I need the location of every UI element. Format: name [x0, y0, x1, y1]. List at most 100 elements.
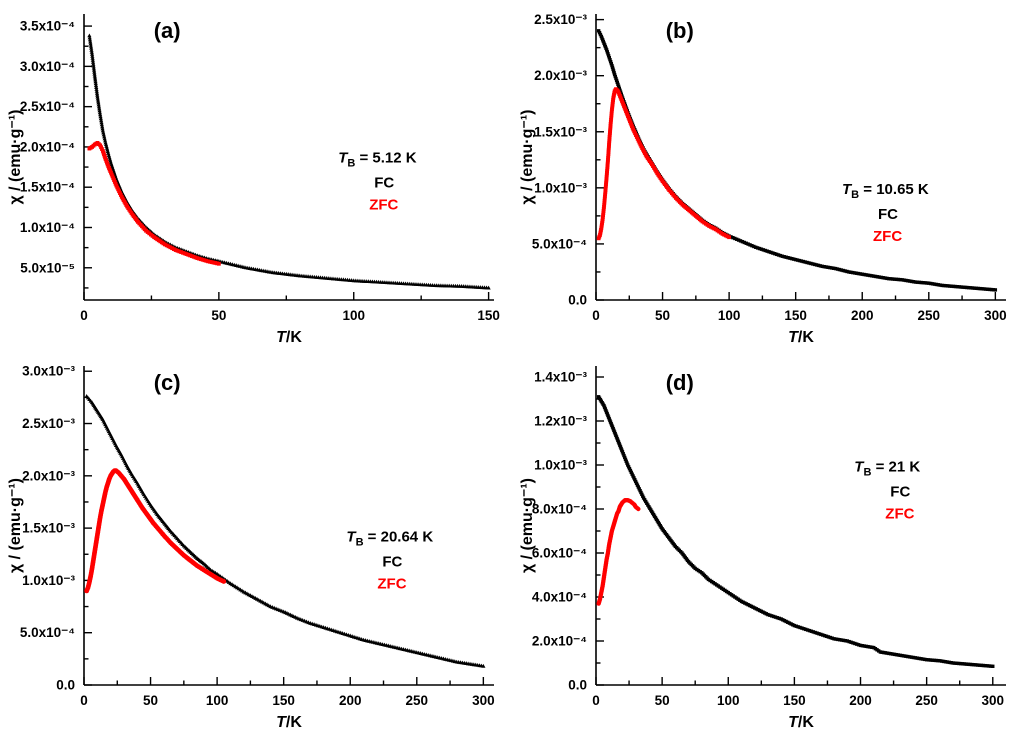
svg-text:2.5x10⁻³: 2.5x10⁻³: [534, 12, 587, 27]
axes: [83, 14, 494, 301]
svg-text:1.4x10⁻³: 1.4x10⁻³: [534, 370, 587, 385]
svg-text:8.0x10⁻⁴: 8.0x10⁻⁴: [532, 502, 587, 517]
svg-text:50: 50: [211, 308, 226, 323]
svg-text:3.0x10⁻³: 3.0x10⁻³: [22, 364, 75, 379]
panel-d: 0 50 100 150 200 250 300 0.0 2.0x10⁻⁴ 4.0x10⁻⁴ 6.0…: [512, 352, 1024, 737]
svg-text:2.0x10⁻⁴: 2.0x10⁻⁴: [532, 634, 587, 649]
panel-letter: (a): [154, 18, 181, 43]
blocking-temperature-label: TB = 21 K: [854, 458, 920, 478]
zfc-series: [596, 87, 732, 241]
x-axis-label: T/K: [788, 329, 814, 346]
svg-text:1.0x10⁻³: 1.0x10⁻³: [22, 573, 75, 588]
svg-text:5.0x10⁻⁴: 5.0x10⁻⁴: [532, 236, 587, 251]
tick-marks: [83, 370, 485, 686]
blocking-temperature-label: TB = 10.65 K: [842, 181, 929, 201]
x-axis-label: T/K: [276, 714, 302, 731]
svg-text:1.0x10⁻³: 1.0x10⁻³: [534, 180, 587, 195]
panel-letter: (c): [154, 370, 181, 395]
svg-text:0: 0: [592, 308, 600, 323]
fc-series: [596, 395, 995, 668]
x-axis-label: T/K: [276, 329, 302, 346]
svg-text:1.5x10⁻³: 1.5x10⁻³: [22, 521, 75, 536]
svg-text:0: 0: [592, 693, 600, 708]
svg-text:2.0x10⁻³: 2.0x10⁻³: [22, 468, 75, 483]
fc-legend-label: FC: [374, 175, 394, 192]
zfc-legend-label: ZFC: [873, 228, 902, 245]
y-axis-label: χ / (emu·g⁻¹): [7, 110, 24, 205]
svg-text:3.0x10⁻⁴: 3.0x10⁻⁴: [20, 59, 75, 74]
panel-a: 0 50 100 150 5.0x10⁻⁵ 1.0x10⁻⁴ 1.5x10⁻⁴ 2.0x10⁻…: [0, 0, 512, 352]
svg-text:2.0x10⁻⁴: 2.0x10⁻⁴: [20, 139, 75, 154]
zfc-legend-label: ZFC: [377, 575, 406, 592]
svg-text:5.0x10⁻⁵: 5.0x10⁻⁵: [20, 260, 75, 275]
panel-letter: (d): [666, 370, 694, 395]
svg-text:50: 50: [655, 308, 670, 323]
tick-labels: 0 50 100 150 200 250 300 0.0 5.0x10⁻⁴ 1.0x10⁻³ 1.5…: [532, 12, 1007, 323]
tick-labels: 0 50 100 150 200 250 300 0.0 2.0x10⁻⁴ 4.0x10⁻⁴ 6.0…: [532, 370, 1004, 709]
svg-text:5.0x10⁻⁴: 5.0x10⁻⁴: [20, 625, 75, 640]
svg-text:300: 300: [982, 693, 1005, 708]
y-axis-label: χ / (emu·g⁻¹): [519, 478, 536, 573]
svg-text:0: 0: [80, 308, 88, 323]
fc-legend-label: FC: [878, 206, 898, 223]
axes: [595, 14, 1006, 301]
svg-text:1.0x10⁻³: 1.0x10⁻³: [534, 458, 587, 473]
svg-text:200: 200: [849, 693, 872, 708]
tick-marks: [83, 25, 490, 300]
tick-marks: [595, 18, 997, 301]
svg-text:2.5x10⁻⁴: 2.5x10⁻⁴: [20, 99, 75, 114]
svg-text:100: 100: [718, 308, 741, 323]
svg-text:2.0x10⁻³: 2.0x10⁻³: [534, 68, 587, 83]
zfc-legend-label: ZFC: [369, 197, 398, 214]
svg-text:3.5x10⁻⁴: 3.5x10⁻⁴: [20, 19, 75, 34]
svg-text:1.2x10⁻³: 1.2x10⁻³: [534, 414, 587, 429]
svg-text:6.0x10⁻⁴: 6.0x10⁻⁴: [532, 546, 587, 561]
x-axis-label: T/K: [788, 714, 814, 731]
axes: [595, 366, 1006, 686]
svg-text:300: 300: [984, 308, 1007, 323]
svg-text:1.5x10⁻⁴: 1.5x10⁻⁴: [20, 180, 75, 195]
fc-legend-label: FC: [890, 483, 910, 500]
svg-text:2.5x10⁻³: 2.5x10⁻³: [22, 416, 75, 431]
svg-text:200: 200: [339, 693, 362, 708]
svg-text:0.0: 0.0: [56, 678, 75, 693]
svg-text:100: 100: [342, 308, 365, 323]
fc-series: [87, 33, 491, 290]
svg-text:0: 0: [80, 693, 88, 708]
svg-text:4.0x10⁻⁴: 4.0x10⁻⁴: [532, 590, 587, 605]
svg-text:150: 150: [477, 308, 500, 323]
fc-legend-label: FC: [382, 553, 402, 570]
tick-labels: 0 50 100 150 200 250 300 0.0 5.0x10⁻⁴ 1.0x10⁻³ 1.5…: [20, 364, 495, 708]
tick-marks: [595, 376, 994, 686]
zfc-series: [84, 468, 227, 594]
svg-text:100: 100: [717, 693, 740, 708]
svg-text:1.5x10⁻³: 1.5x10⁻³: [534, 124, 587, 139]
svg-text:250: 250: [915, 693, 938, 708]
zfc-series: [596, 498, 641, 606]
tick-labels: 0 50 100 150 5.0x10⁻⁵ 1.0x10⁻⁴ 1.5x10⁻⁴ 2.0x10⁻…: [20, 19, 500, 323]
svg-text:250: 250: [918, 308, 941, 323]
zfc-series: [87, 141, 221, 266]
panel-letter: (b): [666, 18, 694, 43]
svg-text:1.0x10⁻⁴: 1.0x10⁻⁴: [20, 220, 75, 235]
chart-a: 0 50 100 150 5.0x10⁻⁵ 1.0x10⁻⁴ 1.5x10⁻⁴ 2.0x10⁻…: [7, 14, 500, 346]
zfc-legend-label: ZFC: [885, 505, 914, 522]
chart-b: 0 50 100 150 200 250 300 0.0 5.0x10⁻⁴ 1.0x10⁻³ 1.5…: [519, 12, 1007, 346]
blocking-temperature-label: TB = 5.12 K: [338, 150, 417, 170]
y-axis-label: χ / (emu·g⁻¹): [519, 110, 536, 205]
panel-c: 0 50 100 150 200 250 300 0.0 5.0x10⁻⁴ 1.0x10⁻³ 1.5…: [0, 352, 512, 737]
svg-text:150: 150: [783, 693, 806, 708]
svg-text:150: 150: [784, 308, 807, 323]
svg-text:200: 200: [851, 308, 874, 323]
panel-b: 0 50 100 150 200 250 300 0.0 5.0x10⁻⁴ 1.0x10⁻³ 1.5…: [512, 0, 1024, 352]
svg-text:0.0: 0.0: [568, 678, 587, 693]
svg-text:50: 50: [143, 693, 158, 708]
chart-d: 0 50 100 150 200 250 300 0.0 2.0x10⁻⁴ 4.0x10⁻⁴ 6.0…: [519, 366, 1006, 731]
axes: [83, 366, 494, 686]
fc-series: [596, 29, 998, 292]
svg-text:250: 250: [406, 693, 429, 708]
y-axis-label: χ / (emu·g⁻¹): [7, 478, 24, 573]
svg-text:100: 100: [206, 693, 229, 708]
svg-text:0.0: 0.0: [568, 293, 587, 308]
